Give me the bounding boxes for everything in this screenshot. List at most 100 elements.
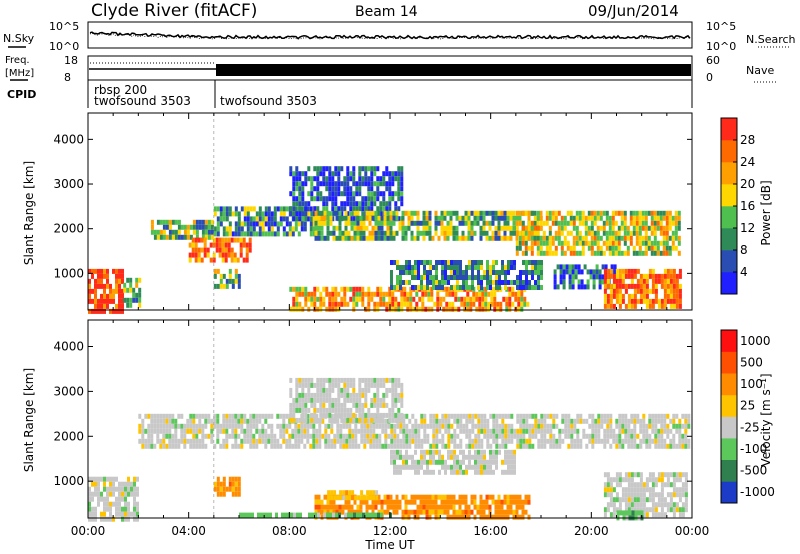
power-cell xyxy=(126,297,130,303)
power-cell xyxy=(590,240,594,246)
velocity-cell xyxy=(168,433,172,439)
power-cell xyxy=(675,298,679,304)
power-cell xyxy=(194,237,198,243)
power-cell xyxy=(448,306,452,312)
power-cell xyxy=(509,225,513,231)
power-cell xyxy=(310,191,314,197)
power-cell xyxy=(551,235,555,241)
power-cell xyxy=(115,278,118,284)
power-cell xyxy=(633,293,637,299)
velocity-cell xyxy=(294,433,298,439)
power-cell xyxy=(633,283,637,289)
velocity-cell xyxy=(343,382,347,388)
velocity-cell xyxy=(267,423,271,429)
velocity-cell xyxy=(477,423,481,429)
power-cell xyxy=(298,181,302,187)
power-cell xyxy=(482,220,486,226)
power-cell xyxy=(288,226,292,232)
velocity-cell xyxy=(150,413,154,419)
power-cell xyxy=(319,306,323,312)
velocity-cell xyxy=(399,428,403,434)
velocity-cell xyxy=(479,494,483,500)
power-cell xyxy=(623,215,627,221)
power-cell xyxy=(458,215,462,221)
velocity-cell xyxy=(171,413,175,419)
velocity-cell xyxy=(373,417,377,423)
power-cell xyxy=(491,210,495,216)
power-cell xyxy=(292,176,296,182)
velocity-cell xyxy=(303,433,307,439)
velocity-cell xyxy=(522,438,526,444)
velocity-cell xyxy=(564,433,568,439)
velocity-cell xyxy=(486,464,489,470)
power-cell xyxy=(367,181,371,187)
power-cell xyxy=(129,277,133,283)
velocity-cell xyxy=(330,490,334,496)
power-cell xyxy=(487,291,491,297)
velocity-cell xyxy=(352,412,356,418)
velocity-cell xyxy=(524,494,528,500)
power-cell xyxy=(599,215,603,221)
velocity-cell xyxy=(540,418,544,424)
power-cell xyxy=(153,234,157,240)
power-cell xyxy=(666,273,670,279)
power-cell xyxy=(524,210,528,216)
power-cell xyxy=(397,206,401,212)
velocity-cell xyxy=(380,499,384,505)
power-cell xyxy=(503,220,507,226)
power-cell xyxy=(159,229,163,235)
velocity-cell xyxy=(423,433,427,439)
velocity-cell xyxy=(186,428,190,434)
power-cell xyxy=(620,210,624,216)
power-cell xyxy=(608,240,612,246)
velocity-cell xyxy=(387,443,391,449)
velocity-cell xyxy=(360,428,364,434)
power-cell xyxy=(462,280,465,285)
velocity-cell xyxy=(687,418,691,424)
velocity-cell xyxy=(285,423,289,429)
velocity-cell xyxy=(660,497,664,503)
power-cell xyxy=(490,296,494,302)
power-cell xyxy=(165,234,169,240)
velocity-cell xyxy=(373,382,377,388)
power-cell xyxy=(674,220,678,226)
velocity-cell xyxy=(320,514,324,520)
velocity-cell xyxy=(204,413,208,419)
velocity-cell xyxy=(444,428,448,434)
power-cell xyxy=(498,280,501,285)
power-cell xyxy=(347,215,351,221)
power-cell xyxy=(425,230,429,236)
power-cell xyxy=(484,296,488,302)
power-cell xyxy=(228,278,232,284)
velocity-cell xyxy=(504,423,508,429)
velocity-cell xyxy=(452,514,456,520)
power-cell xyxy=(626,230,630,236)
power-cell xyxy=(295,291,299,297)
velocity-cell xyxy=(168,418,172,424)
power-cell xyxy=(630,298,634,304)
power-cell xyxy=(641,220,645,226)
power-cell xyxy=(572,215,576,221)
power-cell xyxy=(243,231,247,237)
power-cell xyxy=(606,293,610,299)
power-cell xyxy=(195,224,199,230)
power-cell xyxy=(291,231,295,237)
velocity-cell xyxy=(438,454,441,460)
velocity-cell xyxy=(443,494,447,500)
power-cell xyxy=(289,306,293,312)
power-cell xyxy=(138,297,142,303)
power-cell xyxy=(429,265,432,270)
velocity-cell xyxy=(369,423,373,429)
power-cell xyxy=(635,225,639,231)
power-cell xyxy=(334,186,338,192)
velocity-cell xyxy=(106,476,109,482)
velocity-cell xyxy=(222,423,226,429)
velocity-cell xyxy=(639,477,643,483)
power-cell xyxy=(225,231,229,237)
velocity-cell xyxy=(346,377,350,383)
power-cell xyxy=(368,210,372,216)
velocity-cell xyxy=(343,397,347,403)
velocity-cell xyxy=(585,443,589,449)
power-cell xyxy=(252,226,256,232)
power-cell xyxy=(489,265,492,270)
